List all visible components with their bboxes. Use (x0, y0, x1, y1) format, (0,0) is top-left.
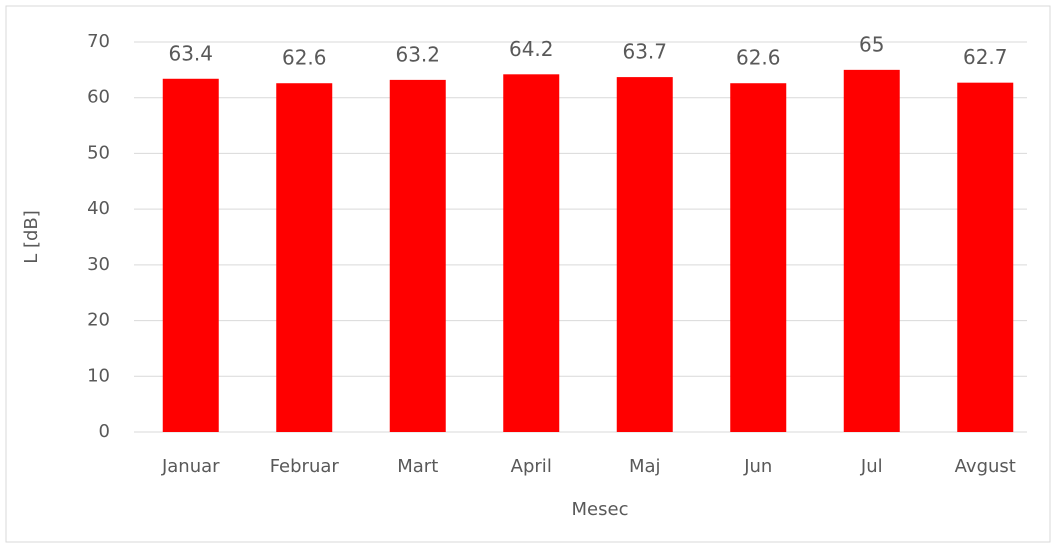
x-tick-label: Februar (270, 456, 340, 477)
data-label: 62.6 (736, 46, 781, 70)
y-tick-label: 20 (87, 310, 110, 331)
x-tick-label: Januar (161, 456, 220, 477)
x-tick-label: Jun (743, 456, 772, 477)
y-tick-label: 50 (87, 142, 110, 163)
x-axis-label: Mesec (572, 499, 629, 520)
data-label: 63.2 (395, 42, 440, 66)
y-axis-label: L [dB] (21, 210, 42, 264)
data-label: 62.7 (963, 45, 1008, 69)
y-tick-label: 30 (87, 254, 110, 275)
bar (616, 77, 673, 432)
y-tick-label: 0 (99, 421, 110, 442)
y-tick-label: 60 (87, 87, 110, 108)
y-tick-label: 10 (87, 365, 110, 386)
data-label: 63.7 (622, 40, 667, 64)
bar (730, 83, 787, 432)
data-label: 62.6 (282, 46, 327, 70)
data-label: 63.4 (168, 41, 213, 65)
x-tick-label: Avgust (955, 456, 1016, 477)
bar (162, 78, 219, 433)
x-tick-label: Jul (860, 456, 883, 477)
y-tick-label: 40 (87, 198, 110, 219)
bar (957, 82, 1014, 433)
x-tick-label: Mart (397, 456, 438, 477)
bar (276, 83, 333, 432)
data-label: 64.2 (509, 37, 554, 61)
x-tick-label: April (511, 456, 552, 477)
bar (503, 74, 560, 433)
y-tick-label: 70 (87, 31, 110, 52)
bar (843, 69, 900, 432)
data-label: 65 (859, 32, 884, 56)
bar (389, 79, 446, 432)
x-tick-label: Maj (629, 456, 661, 477)
